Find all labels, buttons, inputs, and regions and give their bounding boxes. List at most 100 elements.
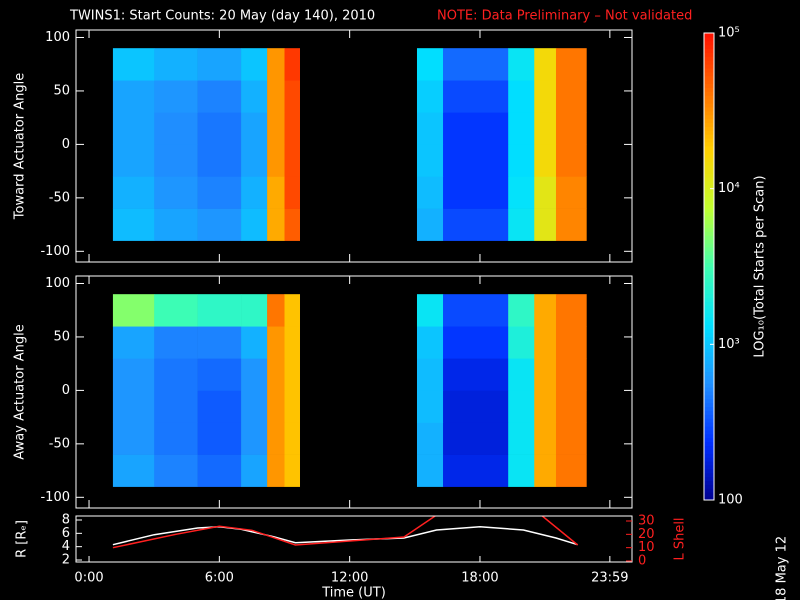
colorbar-strip: [704, 282, 714, 287]
heatmap-cell: [112, 422, 155, 455]
heatmap-cell: [555, 176, 587, 209]
heatmap-cell: [267, 208, 285, 241]
heatmap-cell: [443, 358, 509, 391]
y-tick-label: 8: [62, 513, 70, 528]
heatmap-cell: [555, 80, 587, 113]
heatmap-cell: [416, 454, 444, 487]
heatmap-cell: [241, 358, 268, 391]
colorbar-strip: [704, 184, 714, 190]
heatmap-cell: [112, 454, 155, 487]
heatmap-cell: [284, 326, 301, 359]
x-tick-label: 0:00: [74, 571, 103, 586]
colorbar-strip: [704, 472, 714, 478]
heatmap-cell: [443, 422, 509, 455]
colorbar-strip: [704, 484, 714, 489]
x-tick-label: 12:00: [331, 571, 368, 586]
colorbar-strip: [704, 426, 714, 431]
heatmap-cell: [534, 112, 557, 145]
colorbar-strip: [704, 44, 714, 50]
y2-tick-label: 30: [638, 514, 655, 529]
date-stamp: 18 May 12: [775, 536, 790, 600]
heatmap-cell: [416, 176, 444, 209]
heatmap-cell: [284, 48, 301, 81]
colorbar-strip: [704, 398, 714, 404]
colorbar-strip: [704, 379, 714, 384]
heatmap-cell: [416, 390, 444, 423]
heatmap-cell: [241, 454, 268, 487]
heatmap-cell: [534, 326, 557, 359]
y-tick-label: -100: [40, 244, 70, 259]
colorbar-strip: [704, 367, 714, 373]
heatmap-cell: [284, 208, 301, 241]
heatmap-cell: [534, 176, 557, 209]
heatmap-cell: [267, 144, 285, 177]
heatmap-cell: [154, 112, 198, 145]
colorbar-strip: [704, 488, 714, 493]
heatmap-cell: [555, 358, 587, 391]
heatmap-cell: [112, 112, 155, 145]
colorbar-strip: [704, 200, 714, 205]
heatmap-cell: [443, 48, 509, 81]
colorbar-strip: [704, 126, 714, 131]
colorbar-strip: [704, 406, 714, 411]
heatmap-cell: [534, 80, 557, 113]
colorbar-tick-label: 100: [718, 493, 743, 508]
x-axis-label: Time (UT): [321, 586, 386, 600]
colorbar-strip: [704, 422, 714, 427]
colorbar-strip: [704, 79, 714, 85]
heatmap-cell: [508, 390, 535, 423]
heatmap-cell: [154, 176, 198, 209]
heatmap-cell: [154, 454, 198, 487]
y-tick-label: 50: [53, 83, 70, 98]
heatmap-cell: [416, 294, 444, 327]
colorbar-strip: [704, 40, 714, 46]
heatmap-cell: [555, 48, 587, 81]
heatmap-cell: [241, 294, 268, 327]
heatmap-cell: [197, 112, 242, 145]
y-axis-label: Away Actuator Angle: [13, 324, 28, 459]
heatmap-cell: [154, 326, 198, 359]
y-axis-label: Toward Actuator Angle: [13, 73, 28, 220]
heatmap-cell: [267, 422, 285, 455]
colorbar-strip: [704, 402, 714, 408]
y-axis-label: R [Rₑ]: [15, 520, 30, 558]
heatmap-cell: [197, 48, 242, 81]
heatmap-cell: [112, 48, 155, 81]
colorbar-strip: [704, 317, 714, 322]
heatmap-cell: [416, 48, 444, 81]
colorbar-strip: [704, 91, 714, 96]
heatmap-cell: [197, 144, 242, 177]
colorbar-strip: [704, 418, 714, 423]
heatmap-cell: [443, 112, 509, 145]
colorbar-strip: [704, 68, 714, 73]
colorbar-strip: [704, 196, 714, 201]
y-tick-label: -50: [49, 436, 70, 451]
heatmap-cell: [267, 294, 285, 327]
colorbar-strip: [704, 153, 714, 159]
colorbar-strip: [704, 492, 714, 497]
heatmap-cell: [154, 294, 198, 327]
colorbar-strip: [704, 204, 714, 209]
colorbar-strip: [704, 340, 714, 345]
colorbar-strip: [704, 149, 714, 155]
heatmap-cell: [416, 208, 444, 241]
heatmap-cell: [241, 422, 268, 455]
heatmap-cell: [508, 48, 535, 81]
colorbar-strip: [704, 254, 714, 260]
colorbar-strip: [704, 297, 714, 303]
y-tick-label: -50: [49, 190, 70, 205]
colorbar-strip: [704, 356, 714, 361]
colorbar-strip: [704, 223, 714, 229]
heatmap-cell: [241, 144, 268, 177]
heatmap-cell: [555, 390, 587, 423]
colorbar-strip: [704, 95, 714, 100]
y2-tick-label: 0: [638, 554, 646, 569]
heatmap-cell: [154, 48, 198, 81]
colorbar-strip: [704, 250, 714, 256]
colorbar-strip: [704, 48, 714, 53]
line: [112, 516, 579, 549]
colorbar-strip: [704, 429, 714, 435]
heatmap-cell: [416, 326, 444, 359]
colorbar-strip: [704, 383, 714, 388]
colorbar-strip: [704, 118, 714, 124]
